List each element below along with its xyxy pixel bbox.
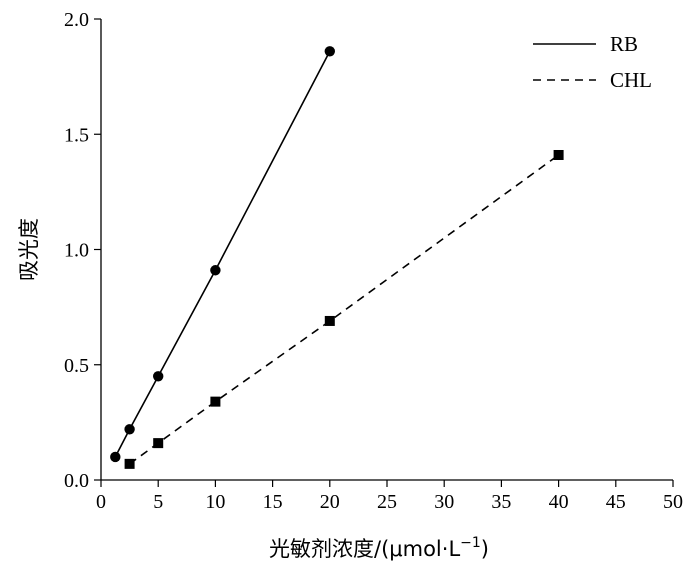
y-axis-ticks: 0.0 0.5 1.0 1.5 2.0	[64, 9, 101, 492]
series-chl-point	[324, 315, 335, 326]
y-tick-label: 1.0	[64, 240, 89, 262]
x-axis-title-main: 光敏剂浓度/(μmol·L	[269, 537, 460, 561]
x-axis-title-superscript: −1	[460, 535, 481, 551]
legend: RB CHL	[533, 32, 652, 92]
x-tick-label: 30	[434, 491, 454, 513]
series-rb-point	[324, 46, 335, 57]
legend-chl-label: CHL	[610, 68, 652, 92]
x-tick-label: 5	[153, 491, 163, 513]
series-chl-point	[210, 396, 221, 407]
x-axis-title-close: )	[481, 537, 489, 561]
x-tick-label: 35	[491, 491, 511, 513]
x-tick-label: 45	[606, 491, 626, 513]
x-tick-label: 10	[205, 491, 225, 513]
x-axis-ticks: 0 5 10 15 20 25 30 35 40 45 50	[96, 480, 683, 513]
series-rb-point	[153, 371, 164, 382]
x-axis-title: 光敏剂浓度/(μmol·L−1)	[269, 535, 489, 561]
y-tick-label: 0.0	[64, 470, 89, 492]
series-rb-point	[110, 451, 121, 463]
x-tick-label: 25	[377, 491, 397, 513]
legend-rb-label: RB	[610, 32, 638, 56]
x-tick-label: 0	[96, 491, 106, 513]
series-rb	[110, 46, 335, 463]
x-tick-label: 15	[263, 491, 283, 513]
series-rb-point	[210, 265, 221, 276]
y-tick-label: 1.5	[64, 124, 89, 146]
series-rb-point	[124, 424, 135, 435]
series-chl-point	[153, 438, 164, 449]
axes	[100, 19, 673, 481]
x-tick-label: 40	[549, 491, 569, 513]
series-chl-point	[124, 458, 135, 469]
y-axis-title: 吸光度	[17, 218, 41, 281]
y-tick-label: 2.0	[64, 9, 89, 31]
x-tick-label: 20	[320, 491, 340, 513]
y-tick-label: 0.5	[64, 355, 89, 377]
x-tick-label: 50	[663, 491, 683, 513]
series-chl-point	[553, 149, 564, 160]
series-chl-line	[129, 154, 560, 465]
series-layer	[110, 46, 564, 469]
series-chl	[124, 149, 564, 469]
